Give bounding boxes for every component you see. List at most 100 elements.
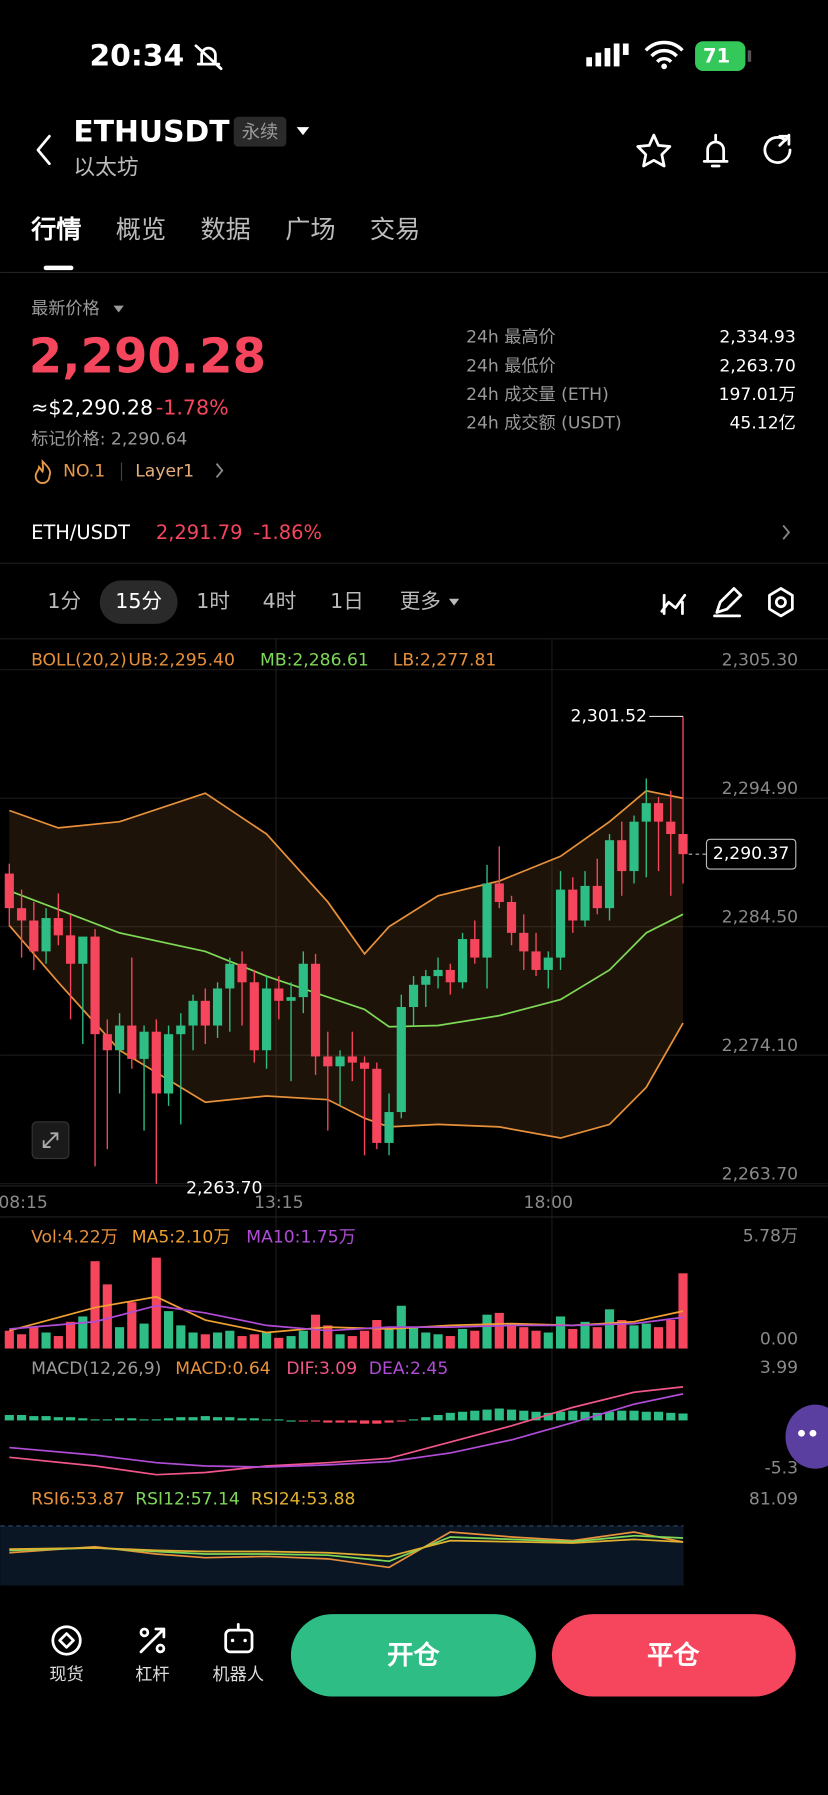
stat-label: 24h 成交量 (ETH)	[466, 385, 609, 405]
interval[interactable]: 4时	[263, 589, 297, 613]
macd-bar	[225, 1417, 235, 1421]
volume-bar	[114, 1327, 125, 1349]
x-tick-label: 08:15	[0, 1193, 48, 1213]
spot-chevron[interactable]	[782, 524, 791, 540]
candle-body	[519, 932, 529, 952]
candle-body	[359, 1062, 370, 1069]
volume-bar	[225, 1330, 235, 1349]
macd-bar	[237, 1418, 247, 1421]
tab-indicator	[43, 265, 74, 271]
settings-button[interactable]	[768, 587, 794, 618]
panel	[4, 1257, 688, 1349]
volume-bar	[384, 1327, 394, 1349]
stat-value: 2,263.70	[719, 356, 795, 376]
nav-label[interactable]: 现货	[49, 1665, 83, 1685]
macd-bar	[4, 1415, 14, 1421]
volume-bar	[41, 1332, 51, 1349]
volume-bar	[666, 1320, 676, 1349]
interval[interactable]: 1分	[47, 589, 81, 613]
macd-bar	[482, 1409, 492, 1421]
contract-badge	[233, 116, 287, 147]
high-label: 2,301.52	[571, 706, 647, 726]
candle-body	[163, 1034, 174, 1094]
candle-body	[176, 1025, 186, 1035]
candle-body	[53, 918, 63, 936]
sector-tag[interactable]: Layer1	[135, 462, 194, 482]
volume-bar	[592, 1327, 602, 1349]
macd-bar	[163, 1418, 174, 1421]
volume-bar	[286, 1336, 296, 1349]
volume-bar	[261, 1332, 272, 1349]
interval[interactable]: 15分	[115, 589, 162, 613]
hot-icon	[34, 459, 52, 484]
candle-body	[41, 918, 51, 952]
indicator-button[interactable]	[660, 593, 687, 615]
favorite-button[interactable]	[636, 133, 672, 168]
draw-button[interactable]	[713, 587, 743, 618]
bot-icon	[224, 1623, 254, 1654]
panel	[4, 1386, 688, 1476]
tab[interactable]: 数据	[201, 215, 251, 244]
volume-bar	[323, 1325, 333, 1349]
macd-line	[9, 1386, 684, 1476]
more-dropdown[interactable]	[448, 598, 460, 606]
tab[interactable]: 行情	[30, 215, 81, 244]
usd-price: ≈$2,290.28	[31, 396, 153, 420]
signal-icon	[586, 43, 629, 67]
alert-button[interactable]	[702, 133, 729, 168]
mark-price: 标记价格: 2,290.64	[31, 430, 187, 450]
price-label-dropdown[interactable]	[113, 305, 124, 313]
back-button[interactable]	[36, 134, 51, 166]
open-button[interactable]	[290, 1614, 536, 1697]
legend-item: DIF:3.09	[286, 1359, 357, 1379]
legend-item: BOLL(20,2)	[31, 651, 127, 671]
volume-bar	[568, 1328, 578, 1349]
tab[interactable]: 广场	[285, 215, 335, 244]
macd-bar	[506, 1409, 517, 1421]
nav-label[interactable]: 杠杆	[135, 1665, 169, 1685]
spot-change: -1.86%	[253, 521, 322, 544]
close-button[interactable]	[551, 1614, 796, 1697]
assistant-eye	[809, 1429, 817, 1437]
volume-bar	[16, 1334, 27, 1349]
interval[interactable]: 更多	[400, 589, 441, 613]
volume-bar	[482, 1314, 492, 1349]
macd-bar	[604, 1411, 615, 1421]
y-tick-label: 2,284.50	[722, 908, 798, 928]
macd-bar	[592, 1412, 602, 1421]
candle-body	[494, 883, 504, 902]
volume-bar	[494, 1312, 504, 1349]
volume-bar	[4, 1330, 14, 1349]
candle-body	[323, 1056, 333, 1067]
interval-active	[99, 580, 178, 624]
spot-pair[interactable]: ETH/USDT	[31, 521, 130, 544]
interval[interactable]: 1时	[196, 589, 230, 613]
volume-bar	[335, 1334, 345, 1349]
candle-body	[457, 939, 468, 983]
candle-body	[470, 939, 480, 958]
y-tick-label: 2,305.30	[722, 651, 798, 671]
candle-body	[347, 1056, 357, 1063]
y-tick-label: 2,294.90	[722, 779, 798, 799]
symbol-dropdown[interactable]	[296, 127, 310, 136]
macd-bar	[261, 1419, 272, 1421]
macd-bar	[139, 1419, 149, 1421]
price-change: -1.78%	[156, 396, 229, 420]
macd-bar	[494, 1408, 504, 1421]
volume-bar	[200, 1334, 210, 1349]
tab[interactable]: 概览	[116, 215, 166, 244]
stat-label: 24h 最低价	[466, 356, 556, 376]
macd-bar	[543, 1412, 553, 1421]
assistant-bubble[interactable]	[785, 1404, 828, 1469]
volume-bar	[617, 1320, 627, 1349]
macd-bar	[555, 1411, 566, 1421]
share-button[interactable]	[763, 133, 792, 164]
tab[interactable]: 交易	[370, 215, 420, 244]
nav-label[interactable]: 机器人	[213, 1665, 264, 1685]
fullscreen-icon	[42, 1132, 59, 1148]
candle-body	[188, 1000, 198, 1026]
candle-body	[90, 936, 100, 1035]
candle-body	[531, 951, 541, 970]
interval[interactable]: 1日	[330, 589, 364, 613]
